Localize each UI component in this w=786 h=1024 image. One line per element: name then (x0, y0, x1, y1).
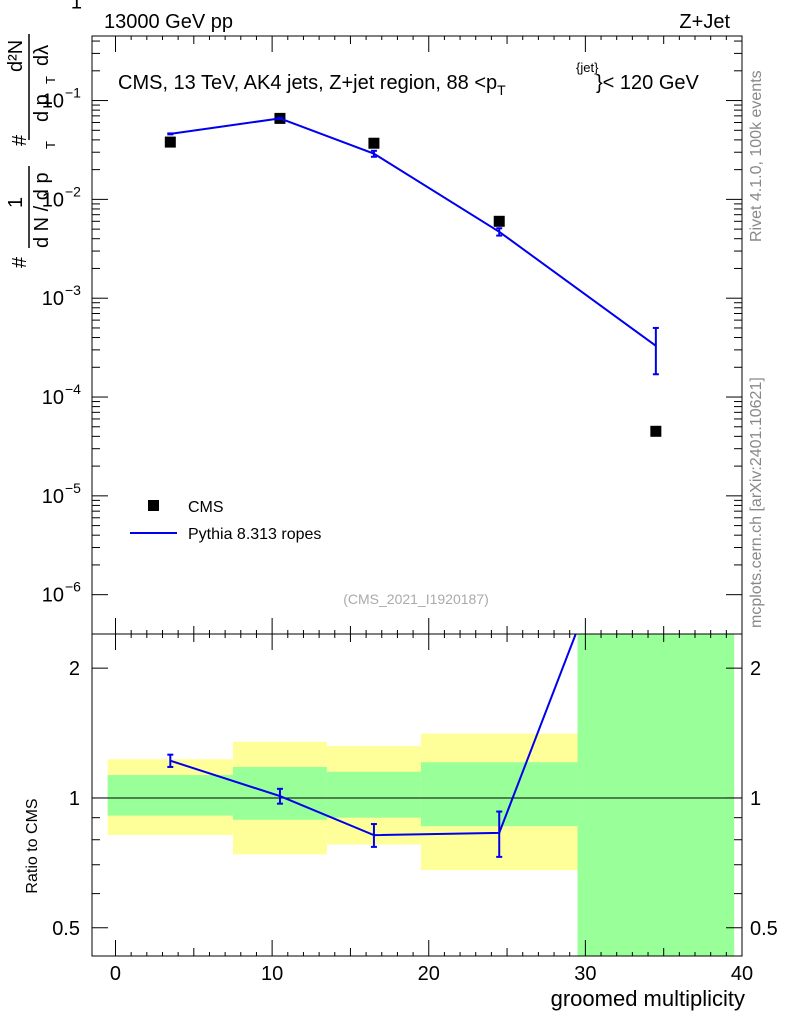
pythia-line (170, 117, 657, 347)
main-y-tick-label-exp: −5 (65, 480, 81, 496)
ratio-data (167, 634, 577, 858)
main-data (164, 112, 662, 437)
x-axis-label: groomed multiplicity (551, 986, 745, 1011)
ratio-y-tick-label-right: 2 (750, 658, 761, 680)
ratio-axis-ticks (92, 634, 743, 956)
legend-label-cms: CMS (188, 499, 224, 516)
main-y-tick-label: 10 (42, 585, 64, 607)
ylabel-denominator-sub: T (43, 141, 58, 149)
main-y-label: # 1 d N / d p T # d²N d p T dλ (5, 34, 58, 268)
legend-label-pythia: Pythia 8.313 ropes (188, 526, 321, 543)
ylabel-denominator: d N / d p (31, 172, 53, 248)
ratio-y-tick-label-right: 0.5 (750, 918, 778, 940)
ylabel-one: 1 (5, 197, 27, 208)
ratio-band-green (326, 771, 421, 818)
ratio-frame (91, 633, 743, 957)
ylabel-den2-sub: T (43, 76, 58, 84)
x-tick-label: 20 (418, 963, 440, 985)
main-y-tick-label: 1 (71, 0, 82, 14)
ylabel-lambda: dλ (31, 45, 53, 66)
main-panel: 110−110−210−310−410−510−6 CMS, 13 TeV, A… (5, 0, 743, 635)
main-y-tick-labels: 110−110−210−310−410−510−6 (42, 0, 82, 607)
ylabel-hash1: # (9, 256, 31, 268)
header-right: Z+Jet (679, 11, 730, 33)
ratio-uncertainty-bands (107, 634, 735, 956)
main-frame (91, 35, 743, 635)
ratio-y-tick-label-right: 1 (750, 788, 761, 810)
legend: CMS Pythia 8.313 ropes (130, 499, 321, 543)
analysis-watermark: (CMS_2021_I1920187) (343, 591, 489, 607)
cms-marker (368, 137, 380, 149)
main-axis-ticks (92, 36, 743, 634)
ylabel-den2: d p (31, 94, 53, 122)
ratio-panel: 0.5 0.5 1 1 2 2 0 10 20 30 40 Ratio to CMS groome… (24, 633, 778, 1011)
main-y-tick-label: 10 (42, 91, 64, 113)
cms-marker (164, 136, 176, 148)
x-tick-label: 30 (574, 963, 596, 985)
main-y-tick-label-exp: −1 (65, 85, 81, 101)
ratio-y-tick-label: 2 (69, 658, 80, 680)
chart-title-end: }< 120 GeV (596, 72, 700, 94)
chart-title: CMS, 13 TeV, AK4 jets, Z+jet region, 88 … (118, 72, 506, 98)
chart-title-main: CMS, 13 TeV, AK4 jets, Z+jet region, 88 … (118, 72, 497, 94)
legend-marker-cms (148, 500, 159, 511)
x-tick-label: 10 (261, 963, 283, 985)
ratio-y-tick-labels: 0.5 0.5 1 1 2 2 (52, 658, 778, 940)
chart-title-sup: {jet} (576, 60, 599, 75)
main-y-tick-label: 10 (42, 189, 64, 211)
main-y-tick-label: 10 (42, 288, 64, 310)
x-tick-label: 0 (110, 963, 121, 985)
rivet-label: Rivet 4.1.0, 100k events (748, 70, 765, 242)
x-tick-label: 40 (731, 963, 753, 985)
main-y-tick-label-exp: −4 (65, 381, 81, 397)
cms-marker (650, 425, 662, 437)
main-y-tick-label: 10 (42, 387, 64, 409)
main-y-tick-label-exp: −6 (65, 579, 81, 595)
main-y-tick-label: 10 (42, 486, 64, 508)
mcplots-label: mcplots.cern.ch [arXiv:2401.10621] (748, 377, 765, 628)
main-y-tick-label-exp: −2 (65, 183, 81, 199)
ylabel-numerator: d²N (5, 40, 27, 72)
ratio-band-green (107, 775, 233, 816)
main-y-tick-label-exp: −3 (65, 282, 81, 298)
chart-title-sub: T (497, 82, 506, 98)
ratio-band-green (577, 634, 735, 956)
ratio-y-label: Ratio to CMS (24, 798, 41, 893)
x-tick-labels: 0 10 20 30 40 (110, 963, 753, 985)
header-left: 13000 GeV pp (104, 11, 233, 33)
ratio-y-tick-label: 1 (69, 788, 80, 810)
ratio-y-tick-label: 0.5 (52, 918, 80, 940)
ylabel-hash2: # (9, 134, 31, 146)
cms-marker (493, 215, 505, 227)
